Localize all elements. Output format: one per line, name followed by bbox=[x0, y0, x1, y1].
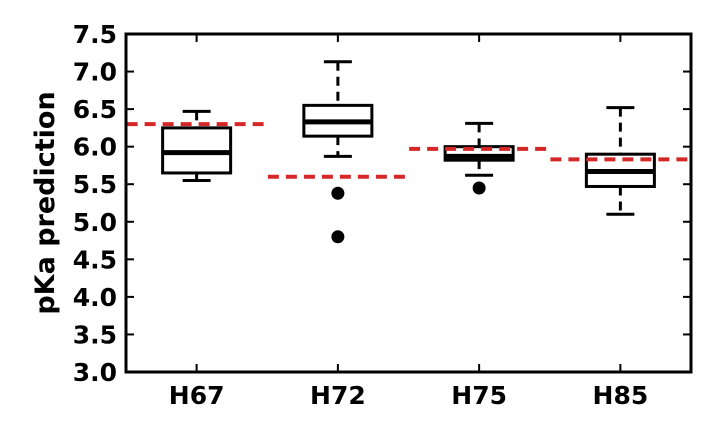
y-tick-label: 3.5 bbox=[73, 320, 117, 349]
outlier-point bbox=[331, 186, 345, 200]
outlier-point bbox=[331, 230, 345, 244]
y-tick-label: 7.0 bbox=[73, 58, 117, 87]
y-tick-label: 5.5 bbox=[73, 170, 117, 199]
y-tick-label: 6.5 bbox=[73, 95, 117, 124]
y-tick-label: 6.0 bbox=[73, 133, 117, 162]
box-group-h72 bbox=[267, 60, 408, 244]
x-tick-label: H72 bbox=[310, 381, 366, 410]
x-tick-label: H85 bbox=[593, 381, 649, 410]
plot-frame bbox=[124, 32, 693, 374]
box-group-h75 bbox=[409, 121, 550, 195]
y-tick-label: 4.0 bbox=[73, 283, 117, 312]
x-axis: H67 H72 H75 H85 bbox=[169, 34, 648, 410]
x-tick-label: H75 bbox=[451, 381, 507, 410]
y-axis: 3.0 3.5 4.0 4.5 5.0 5.5 6.0 6.5 7.0 7.5 bbox=[73, 20, 691, 387]
outlier-point bbox=[472, 181, 486, 195]
x-tick-label: H67 bbox=[169, 381, 225, 410]
y-axis-title: pKa prediction bbox=[30, 91, 61, 314]
y-tick-label: 3.0 bbox=[73, 358, 117, 387]
plot-area bbox=[126, 60, 691, 244]
box-group-h67 bbox=[126, 109, 267, 182]
y-tick-label: 4.5 bbox=[73, 245, 117, 274]
y-tick-label: 5.0 bbox=[73, 208, 117, 237]
box-group-h85 bbox=[550, 106, 691, 216]
y-tick-label: 7.5 bbox=[73, 20, 117, 49]
